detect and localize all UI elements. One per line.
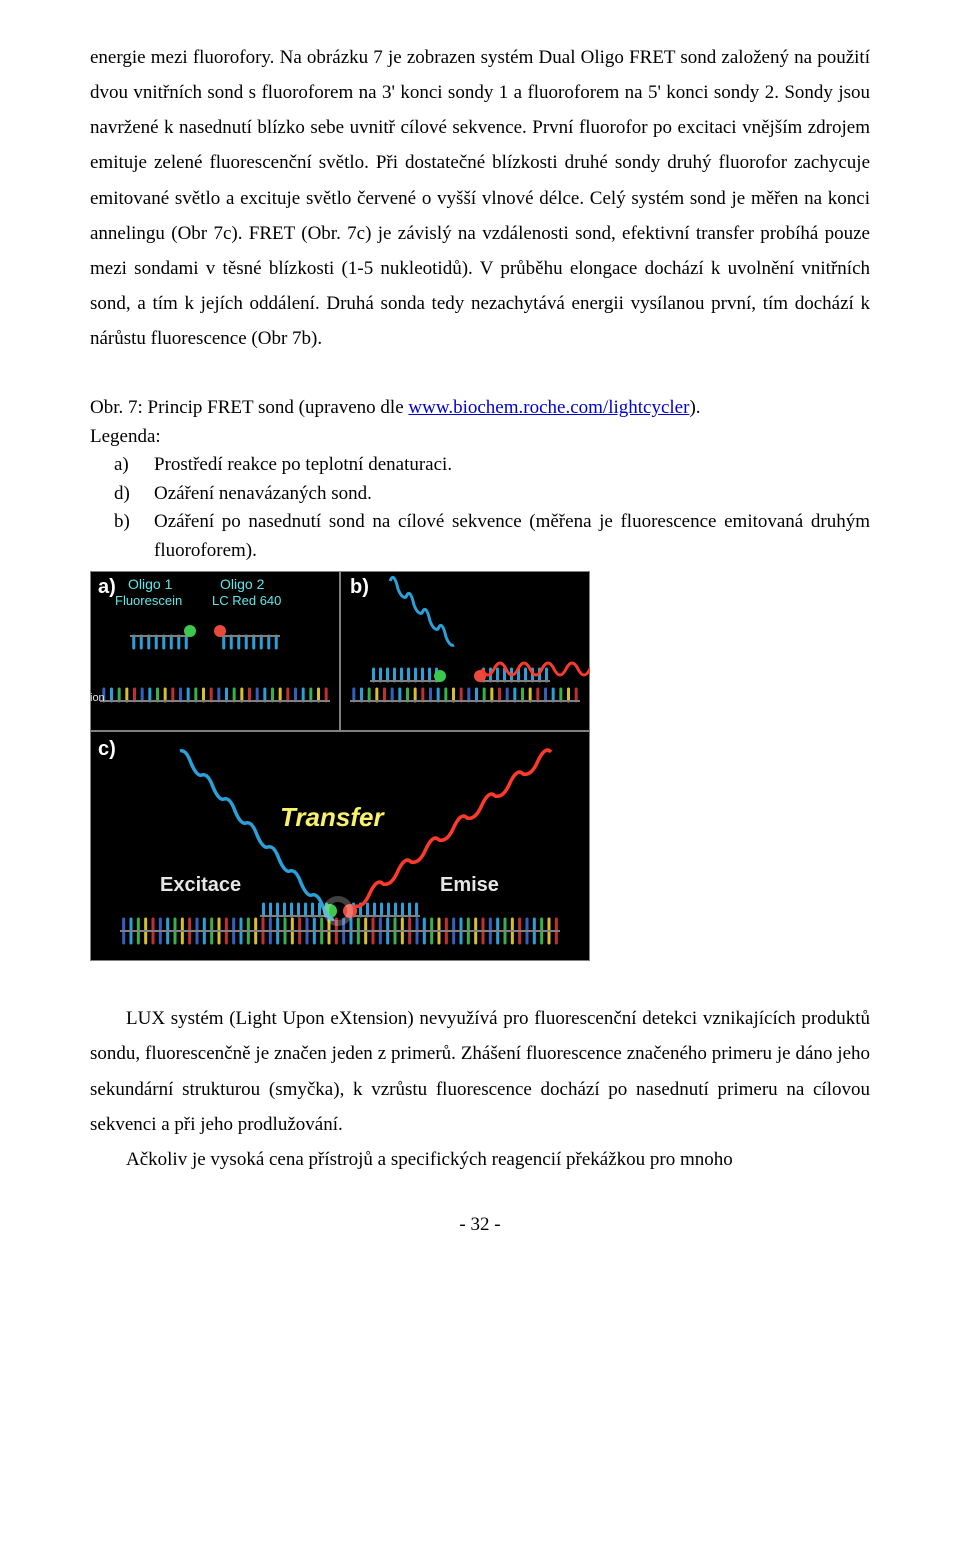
svg-text:ion: ion xyxy=(90,692,105,704)
paragraph-2: LUX systém (Light Upon eXtension) nevyuž… xyxy=(90,1001,870,1142)
svg-text:Oligo 1: Oligo 1 xyxy=(128,576,173,592)
svg-text:Fluorescein: Fluorescein xyxy=(115,593,182,608)
page-number: - 32 - xyxy=(90,1207,870,1242)
svg-text:LC Red 640: LC Red 640 xyxy=(212,593,281,608)
legend-text: Prostředí reakce po teplotní denaturaci. xyxy=(154,454,452,475)
svg-text:Emise: Emise xyxy=(440,874,499,896)
figure-7: a) Oligo 1Fluorescein Oligo 2LC Red 640 ion… xyxy=(90,571,870,961)
svg-text:b): b) xyxy=(350,576,369,598)
caption-prefix: Obr. 7: Princip FRET sond (upraveno dle xyxy=(90,397,408,418)
paragraph-3: Ačkoliv je vysoká cena přístrojů a speci… xyxy=(90,1142,870,1177)
svg-text:c): c) xyxy=(98,738,116,760)
legend-marker: a) xyxy=(114,451,129,480)
svg-text:Transfer: Transfer xyxy=(280,802,385,832)
legend-list: a) Prostředí reakce po teplotní denaturac… xyxy=(90,451,870,565)
paragraph-1: energie mezi fluorofory. Na obrázku 7 je… xyxy=(90,40,870,356)
document-page: energie mezi fluorofory. Na obrázku 7 je… xyxy=(0,0,960,1291)
figure-caption: Obr. 7: Princip FRET sond (upraveno dle … xyxy=(90,394,870,565)
legend-marker: b) xyxy=(114,508,130,537)
caption-suffix: ). xyxy=(689,397,700,418)
legend-heading: Legenda: xyxy=(90,423,870,452)
svg-text:Excitace: Excitace xyxy=(160,874,241,896)
svg-text:a): a) xyxy=(98,576,116,598)
legend-item-d: d)Ozáření nenavázaných sond. xyxy=(132,480,870,509)
caption-link[interactable]: www.biochem.roche.com/lightcycler xyxy=(408,397,689,418)
figure-svg: a) Oligo 1Fluorescein Oligo 2LC Red 640 ion… xyxy=(90,571,590,961)
legend-text: Ozáření po nasednutí sond na cílové sekv… xyxy=(154,511,870,561)
svg-text:Oligo 2: Oligo 2 xyxy=(220,576,265,592)
legend-item-b: b)Ozáření po nasednutí sond na cílové se… xyxy=(132,508,870,565)
legend-item-a: a)Prostředí reakce po teplotní denaturac… xyxy=(132,451,870,480)
legend-text: Ozáření nenavázaných sond. xyxy=(154,483,372,504)
legend-marker: d) xyxy=(114,480,130,509)
